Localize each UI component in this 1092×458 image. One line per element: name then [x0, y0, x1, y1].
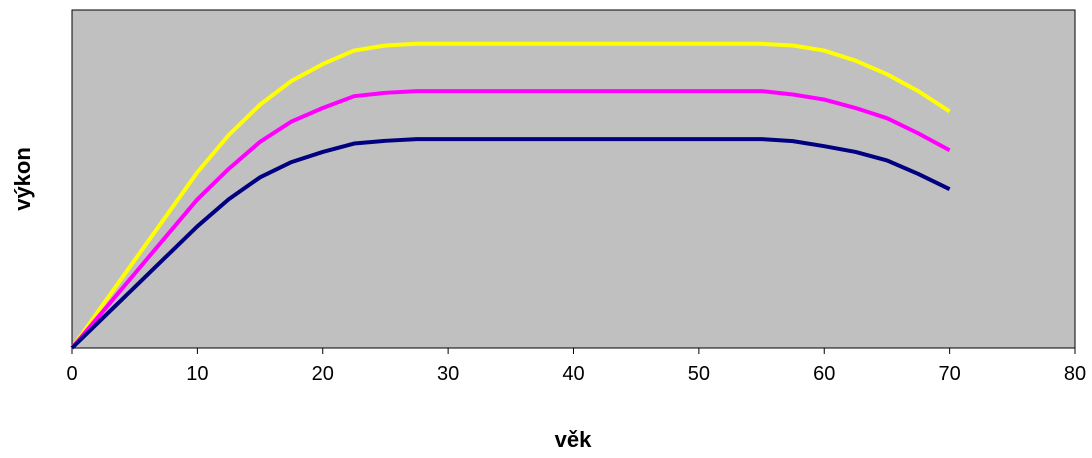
series-line-3	[70, 137, 951, 350]
series-line-2	[70, 89, 951, 350]
x-tick-label: 70	[939, 363, 961, 385]
x-axis-title: věk	[555, 427, 592, 452]
series-lines	[70, 41, 951, 350]
x-tick-label: 20	[312, 363, 334, 385]
x-tick-labels: 0 10 20 30 40 50 60 70 80	[66, 363, 1086, 385]
x-tick-label: 30	[437, 363, 459, 385]
x-tick-label: 60	[813, 363, 835, 385]
x-tick-label: 40	[562, 363, 584, 385]
x-tick-label: 50	[688, 363, 710, 385]
x-tick-label: 10	[186, 363, 208, 385]
plot-area	[71, 9, 1076, 349]
series-line-1	[70, 41, 951, 350]
y-axis-title: výkon	[10, 147, 35, 211]
x-tick-label: 0	[66, 363, 77, 385]
x-tick-label: 80	[1064, 363, 1086, 385]
axes	[71, 10, 1076, 354]
